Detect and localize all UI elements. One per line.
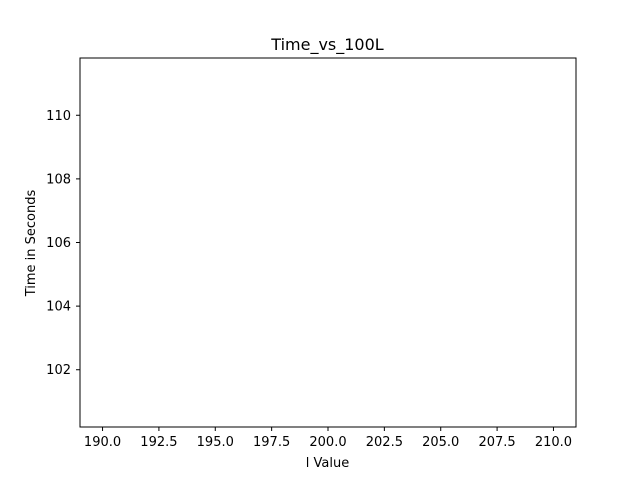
x-axis-ticks: 190.0 192.5 195.0 197.5 200.0 202.5 205.0 207.5… xyxy=(84,427,572,450)
x-tick-label: 197.5 xyxy=(253,435,290,450)
y-tick-label: 106 xyxy=(46,236,71,251)
y-axis-label: Time in Seconds xyxy=(24,190,39,298)
x-axis-label: l Value xyxy=(306,456,349,471)
chart-title: Time_vs_100L xyxy=(270,35,384,55)
y-axis-ticks: 102 104 106 108 110 xyxy=(46,109,80,378)
y-tick-label: 110 xyxy=(46,109,71,124)
y-tick-label: 108 xyxy=(46,172,71,187)
x-tick-label: 207.5 xyxy=(478,435,515,450)
plot-area xyxy=(79,57,577,428)
y-tick-label: 104 xyxy=(46,300,71,315)
x-tick-label: 205.0 xyxy=(422,435,459,450)
x-tick-label: 200.0 xyxy=(309,435,346,450)
x-tick-label: 195.0 xyxy=(197,435,234,450)
x-tick-label: 192.5 xyxy=(140,435,177,450)
x-tick-label: 210.0 xyxy=(535,435,572,450)
x-tick-label: 190.0 xyxy=(84,435,121,450)
y-tick-label: 102 xyxy=(46,363,71,378)
x-tick-label: 202.5 xyxy=(366,435,403,450)
